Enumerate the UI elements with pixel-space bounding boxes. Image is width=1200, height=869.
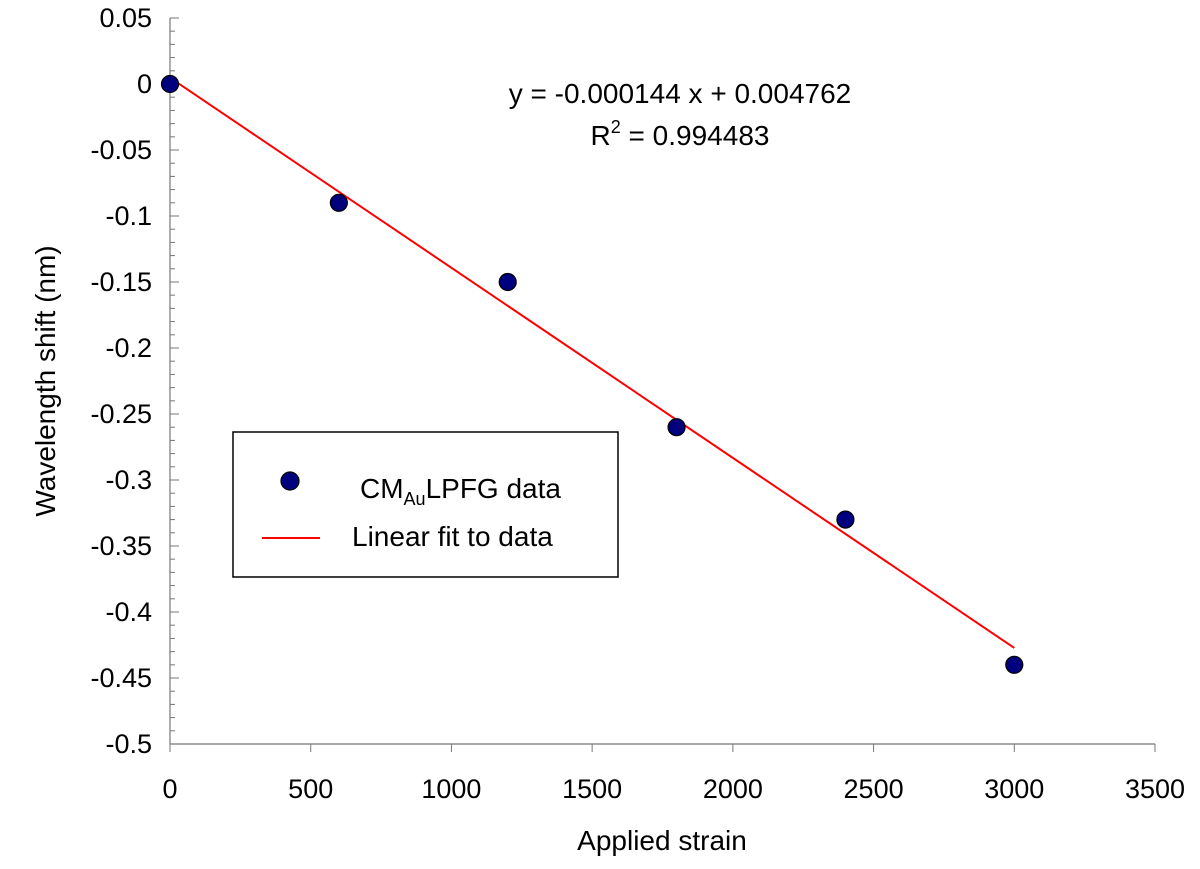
axes: 0.05 0 -0.05 -0.1 -0.15 -0.2 -0.25 -0.3 -0.35 -0.… [90, 3, 1185, 804]
x-tick-label: 1500 [562, 774, 622, 804]
data-points-layer [160, 74, 1024, 674]
data-point [1005, 655, 1024, 674]
legend-label-fit: Linear fit to data [352, 521, 553, 552]
r-squared-exponent: 2 [611, 117, 621, 137]
x-tick-label: 1000 [421, 774, 481, 804]
fit-equation: y = -0.000144 x + 0.004762 [509, 78, 852, 109]
legend: CMAuLPFG data Linear fit to data [232, 431, 619, 578]
legend-label-data-part1: CM [360, 473, 404, 504]
y-tick-label: -0.05 [90, 135, 152, 165]
y-tick-label: -0.2 [105, 333, 152, 363]
r-squared: R2 = 0.994483 [591, 117, 770, 151]
legend-label-data-part2: LPFG data [426, 473, 562, 504]
r-squared-value: = 0.994483 [621, 120, 770, 151]
data-point [160, 74, 180, 94]
fit-line [169, 76, 1015, 649]
x-tick-label: 2000 [703, 774, 763, 804]
x-tick-label: 3500 [1125, 774, 1185, 804]
x-tick-label: 500 [288, 774, 333, 804]
legend-marker-data [280, 471, 300, 491]
y-tick-label: -0.35 [90, 531, 152, 561]
y-tick-label: -0.3 [105, 465, 152, 495]
y-tick-label: -0.15 [90, 267, 152, 297]
x-tick-label: 3000 [984, 774, 1044, 804]
legend-box [232, 431, 619, 578]
data-point [498, 272, 517, 292]
y-tick-label: -0.1 [105, 201, 152, 231]
x-tick-label: 0 [162, 774, 177, 804]
x-axis-label: Applied strain [577, 825, 747, 856]
y-tick-label: -0.5 [105, 729, 152, 759]
y-tick-label: -0.45 [90, 663, 152, 693]
y-tick-label: 0.05 [99, 3, 152, 33]
fit-line-layer [169, 76, 1015, 649]
legend-label-data: CMAuLPFG data [360, 473, 561, 509]
data-point [329, 193, 348, 212]
y-tick-label: 0 [137, 69, 152, 99]
data-point [667, 418, 686, 437]
y-tick-label: -0.4 [105, 597, 152, 627]
y-axis-label: Wavelength shift (nm) [30, 245, 61, 516]
data-point [836, 510, 855, 529]
y-tick-label: -0.25 [90, 399, 152, 429]
r-squared-symbol: R [591, 120, 611, 151]
x-tick-label: 2500 [844, 774, 904, 804]
legend-label-data-subscript: Au [404, 489, 426, 509]
